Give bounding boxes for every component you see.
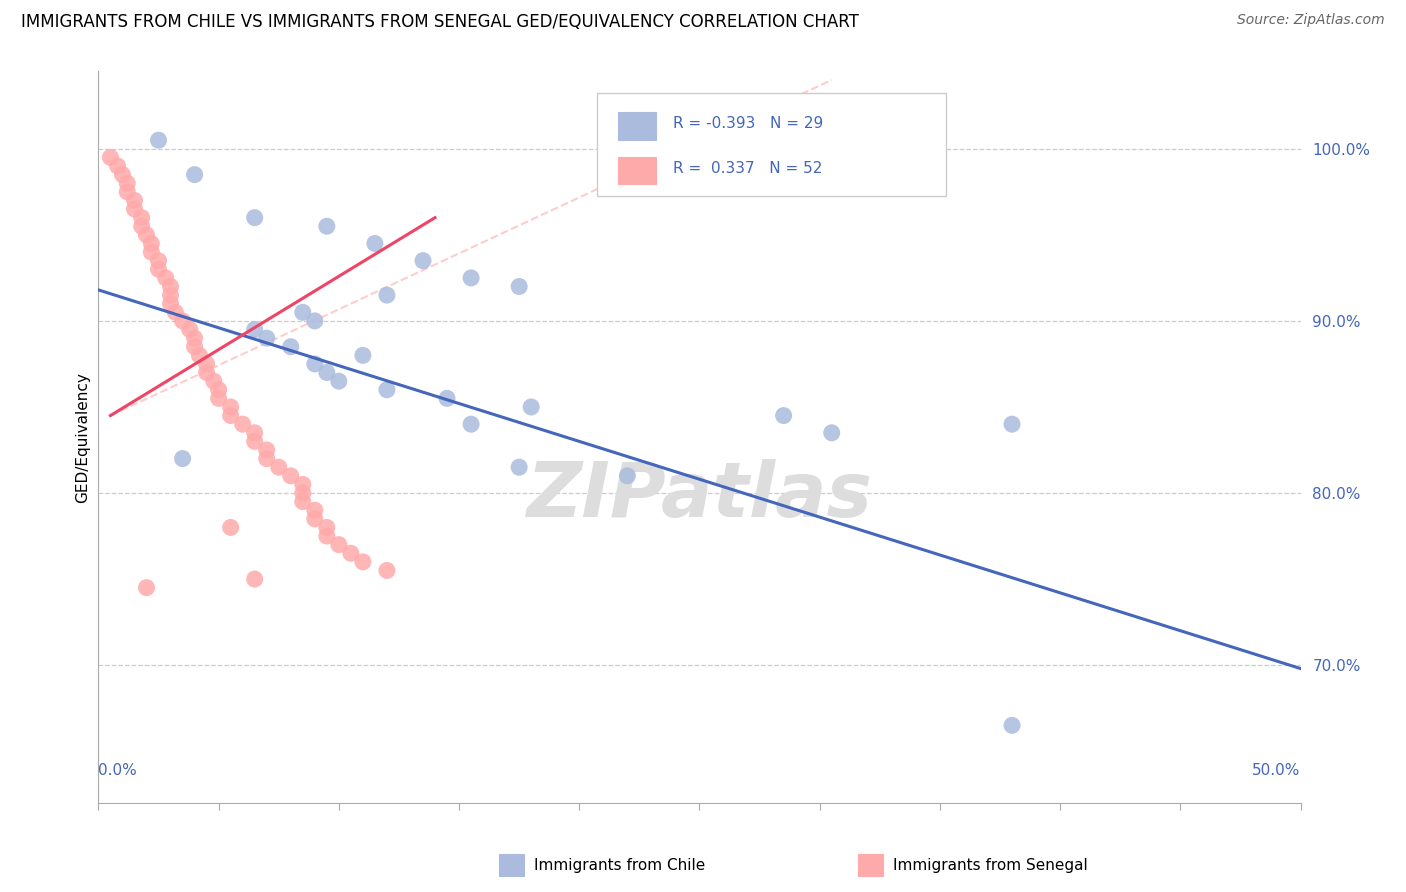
- Bar: [617, 157, 657, 185]
- Point: [155, 271, 177, 285]
- Bar: [617, 112, 657, 140]
- Point: [328, 538, 350, 552]
- Point: [107, 159, 129, 173]
- Point: [315, 529, 337, 543]
- Point: [131, 211, 153, 225]
- Point: [148, 133, 170, 147]
- Point: [141, 236, 163, 251]
- Point: [436, 392, 458, 406]
- Point: [172, 314, 194, 328]
- Point: [243, 572, 266, 586]
- Point: [280, 468, 302, 483]
- Point: [219, 400, 242, 414]
- Text: ZIPatlas: ZIPatlas: [526, 458, 873, 533]
- Point: [232, 417, 254, 432]
- Point: [352, 555, 374, 569]
- Point: [315, 520, 337, 534]
- Point: [352, 348, 374, 362]
- Point: [520, 400, 543, 414]
- Point: [243, 434, 266, 449]
- Point: [508, 460, 530, 475]
- Point: [243, 322, 266, 336]
- Text: Source: ZipAtlas.com: Source: ZipAtlas.com: [1237, 13, 1385, 28]
- Point: [135, 227, 157, 242]
- Point: [772, 409, 794, 423]
- Point: [616, 468, 638, 483]
- Point: [111, 168, 134, 182]
- Point: [460, 417, 482, 432]
- Point: [291, 305, 314, 319]
- Text: R =  0.337   N = 52: R = 0.337 N = 52: [673, 161, 823, 176]
- Point: [159, 296, 181, 310]
- Text: IMMIGRANTS FROM CHILE VS IMMIGRANTS FROM SENEGAL GED/EQUIVALENCY CORRELATION CHA: IMMIGRANTS FROM CHILE VS IMMIGRANTS FROM…: [21, 13, 859, 31]
- Point: [821, 425, 844, 440]
- Point: [208, 383, 231, 397]
- Point: [195, 366, 218, 380]
- Point: [291, 477, 314, 491]
- Point: [117, 185, 139, 199]
- Point: [1001, 718, 1024, 732]
- Point: [267, 460, 290, 475]
- Text: 0.0%: 0.0%: [98, 763, 138, 778]
- Point: [131, 219, 153, 234]
- Point: [159, 279, 181, 293]
- Point: [375, 564, 398, 578]
- Point: [183, 331, 205, 345]
- Point: [135, 581, 157, 595]
- Point: [304, 512, 326, 526]
- Point: [172, 451, 194, 466]
- Point: [219, 409, 242, 423]
- Point: [124, 194, 146, 208]
- Point: [141, 245, 163, 260]
- Point: [315, 219, 337, 234]
- Point: [243, 425, 266, 440]
- Point: [159, 288, 181, 302]
- Text: R = -0.393   N = 29: R = -0.393 N = 29: [673, 116, 824, 131]
- Point: [188, 348, 211, 362]
- Point: [340, 546, 363, 560]
- Point: [219, 520, 242, 534]
- Point: [183, 168, 205, 182]
- Point: [412, 253, 434, 268]
- Y-axis label: GED/Equivalency: GED/Equivalency: [75, 372, 90, 502]
- Text: Immigrants from Senegal: Immigrants from Senegal: [893, 858, 1088, 872]
- Point: [208, 392, 231, 406]
- Point: [375, 383, 398, 397]
- Point: [304, 503, 326, 517]
- Point: [165, 305, 187, 319]
- Point: [256, 442, 278, 457]
- Point: [256, 331, 278, 345]
- Point: [315, 366, 337, 380]
- Point: [304, 314, 326, 328]
- Point: [124, 202, 146, 216]
- Point: [148, 253, 170, 268]
- Point: [117, 176, 139, 190]
- Point: [1001, 417, 1024, 432]
- Point: [364, 236, 387, 251]
- Point: [304, 357, 326, 371]
- Point: [179, 322, 201, 336]
- Point: [202, 374, 225, 388]
- Point: [328, 374, 350, 388]
- Text: 50.0%: 50.0%: [1253, 763, 1301, 778]
- Point: [256, 451, 278, 466]
- Point: [183, 340, 205, 354]
- Point: [508, 279, 530, 293]
- Point: [100, 150, 122, 164]
- Point: [460, 271, 482, 285]
- Point: [375, 288, 398, 302]
- Point: [280, 340, 302, 354]
- Point: [291, 494, 314, 508]
- FancyBboxPatch shape: [598, 94, 946, 195]
- Point: [195, 357, 218, 371]
- Text: Immigrants from Chile: Immigrants from Chile: [534, 858, 706, 872]
- Point: [291, 486, 314, 500]
- Point: [148, 262, 170, 277]
- Point: [243, 211, 266, 225]
